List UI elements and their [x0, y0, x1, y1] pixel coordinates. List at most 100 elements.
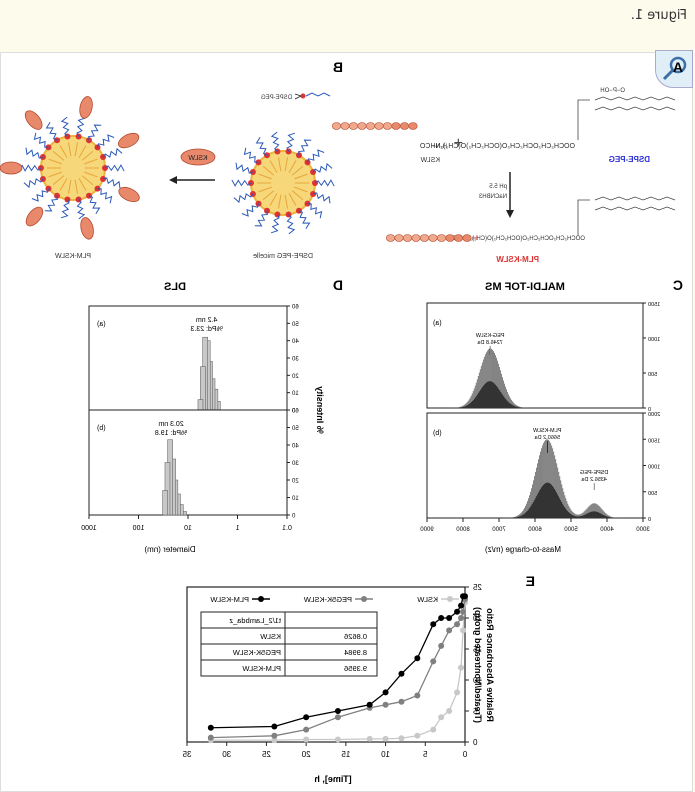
maldi-ytick-label: 1500	[648, 302, 660, 308]
peptide-bead	[357, 122, 367, 130]
maldi-xtick-label: 7000	[492, 527, 506, 533]
table-row-name: PLM-KSLW	[241, 664, 281, 673]
lipid-tail	[67, 142, 72, 157]
table-row-name: KSLW	[259, 632, 281, 641]
table-row-name: PEG5K-KSLW	[232, 648, 281, 657]
lipid-tail	[262, 165, 275, 176]
peg-chain	[60, 116, 70, 137]
series-point	[430, 621, 437, 628]
peptide-ellipse	[117, 132, 140, 149]
series-point	[366, 735, 373, 742]
svg-text:OOCH₂CH₂OCH₂CH₂O(OCH₂CH₂)O(CH₂: OOCH₂CH₂OCH₂CH₂O(OCH₂CH₂)O(CH₂)₂NHCO	[452, 236, 585, 242]
maldi-xtick-label: 3000	[636, 527, 650, 533]
dls-size-label: 20.3 nm	[158, 421, 183, 428]
peg-chain	[88, 124, 102, 141]
peg-chain	[60, 199, 70, 219]
series-point	[460, 593, 467, 600]
lipid-tails-top: O−P−OH	[577, 88, 676, 140]
y-tick-label: 10	[472, 676, 481, 685]
peg-chain	[88, 195, 101, 215]
series-point	[454, 621, 461, 628]
maldi-xtick-label: 5000	[564, 527, 578, 533]
series-point	[414, 692, 421, 699]
zoom-button[interactable]	[655, 50, 693, 88]
maldi-ytick-label: 500	[648, 491, 657, 497]
series-point	[458, 664, 465, 671]
series-point	[303, 714, 310, 721]
dls-ytick-label: 50	[291, 426, 298, 432]
peg-chain	[76, 117, 86, 137]
series-point	[430, 726, 437, 733]
peg-chain	[314, 179, 335, 187]
peptide-bead	[349, 122, 359, 130]
lipid-tail	[277, 194, 282, 209]
peg-chain	[286, 214, 296, 235]
panel-a-letter: A	[673, 59, 683, 75]
svg-text:OOCH₂CH₂OCH₂CH₂O(OCH₂CH₂)O(CH₂: OOCH₂CH₂OCH₂CH₂O(OCH₂CH₂)O(CH₂)₂NHCO	[419, 143, 575, 150]
lipid-tail	[288, 193, 297, 206]
panel-b: B DSPE-PEG KSLW DSPE-PEG micelle PLM-KSL…	[0, 59, 343, 260]
maldi-peak-value: 5660.2 Da	[534, 435, 560, 441]
peg-chain	[76, 199, 86, 220]
maldi-xtick-label: 9000	[420, 527, 434, 533]
svg-text:O−P−OH: O−P−OH	[600, 88, 625, 94]
maldi-peak-value: 7246.8 Da	[476, 340, 502, 346]
y-tick-label: 25	[472, 583, 481, 592]
peptide-bead	[394, 234, 404, 242]
peg-chain	[286, 132, 296, 152]
series-point	[271, 737, 278, 744]
maldi-xtick-label: 6000	[528, 527, 542, 533]
peptide-bead	[408, 122, 418, 130]
conditions-ph: pH 5.5	[489, 184, 507, 190]
y-tick-label: 0	[472, 738, 477, 747]
peptide-bead	[366, 122, 376, 130]
peg-chain	[254, 210, 268, 227]
peptide-ellipse	[80, 217, 94, 240]
dls-bar	[162, 490, 168, 516]
legend-marker	[361, 596, 367, 602]
peptide-bead	[386, 234, 396, 242]
panel-c-letter: C	[673, 277, 683, 293]
series-point	[271, 732, 278, 739]
y-tick-label: 5	[472, 707, 477, 716]
maldi-ytick-label: 500	[648, 372, 657, 378]
panel-a: A + OOCH₂CH₂OCH₂CH₂O(OCH₂CH₂)O(CH₂)₂NHCO…	[332, 59, 683, 264]
dls-ytick-label: 10	[291, 496, 298, 502]
lipid-tail	[52, 150, 65, 161]
lipid-tail	[288, 160, 297, 173]
peg-chain	[45, 121, 58, 141]
legend-label: PEG5K-KSLW	[303, 595, 352, 604]
peptide-bead	[428, 234, 438, 242]
table-row-value: 9.3956	[344, 664, 367, 673]
maldi-ytick-label: 1000	[648, 337, 660, 343]
dls-ytick-label: 50	[291, 322, 298, 328]
peptide-bead	[391, 122, 401, 130]
peptide-ellipse	[24, 110, 43, 130]
lipid-tail	[291, 190, 304, 201]
peptide-ellipse	[79, 96, 93, 119]
series-point	[430, 658, 437, 665]
peg-chain	[233, 193, 254, 204]
kslw-peptide-icon: KSLW	[180, 148, 216, 166]
x-tick-label: 20	[301, 750, 310, 759]
peg-chain	[104, 164, 125, 172]
legend-label: KSLW	[416, 595, 438, 604]
series-point	[382, 735, 389, 742]
series-point	[334, 714, 341, 721]
maldi-spectrum	[493, 439, 629, 518]
series-point	[382, 701, 389, 708]
legend-dspe-peg-label: DSPE-PEG	[261, 95, 292, 101]
kslw-beads-top	[332, 122, 418, 130]
peptide-bead	[403, 234, 413, 242]
lipid-tail	[74, 142, 79, 157]
series-point	[366, 701, 373, 708]
lipid-tail	[84, 171, 98, 178]
dls-ytick-label: 60	[291, 305, 298, 311]
dls-xtick-label: 1000	[81, 525, 97, 532]
lipid-tail	[284, 194, 289, 209]
dls-xlabel: Diameter (nm)	[144, 545, 195, 554]
lipid-tail	[59, 145, 68, 158]
maldi-peak-label: PLM-KSLW	[532, 428, 561, 434]
dls-xtick-label: 100	[133, 525, 145, 532]
lipid-tail	[294, 173, 308, 180]
